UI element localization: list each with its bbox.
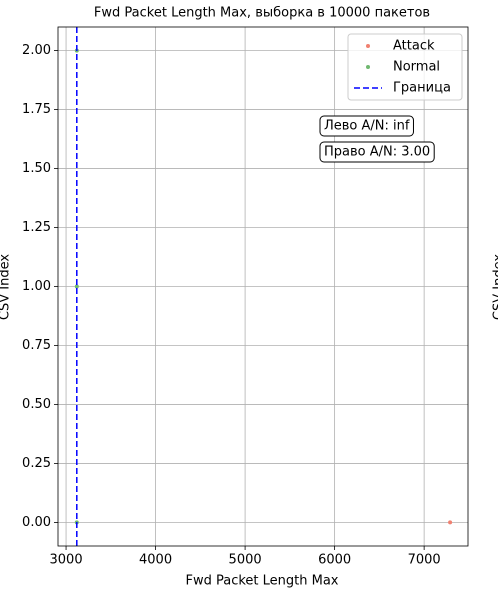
x-axis-label: Fwd Packet Length Max bbox=[185, 574, 338, 589]
annotation: Право A/N: 3.00 bbox=[324, 145, 430, 160]
y-tick-label: 2.00 bbox=[22, 43, 51, 58]
legend-marker bbox=[366, 44, 370, 48]
annotation: Лево A/N: inf bbox=[324, 119, 410, 134]
y-tick-label: 0.50 bbox=[22, 397, 51, 412]
y-axis-label: CSV Index bbox=[0, 254, 13, 320]
plot-frame bbox=[57, 26, 469, 547]
x-tick-label: 3000 bbox=[50, 553, 83, 568]
y-tick-label: 0.75 bbox=[22, 338, 51, 353]
chart-title: Fwd Packet Length Max, выборка в 10000 п… bbox=[94, 6, 430, 21]
legend-label: Normal bbox=[393, 60, 440, 75]
y-tick-label: 1.00 bbox=[22, 279, 51, 294]
annotation-box bbox=[319, 141, 435, 163]
legend-box bbox=[347, 33, 463, 101]
y-tick-label: 1.75 bbox=[22, 102, 51, 117]
annotation-box bbox=[319, 115, 414, 137]
side-label: CSV Index bbox=[492, 254, 498, 320]
point bbox=[448, 520, 453, 525]
x-tick-label: 5000 bbox=[229, 553, 262, 568]
y-tick-label: 1.50 bbox=[22, 161, 51, 176]
legend-marker bbox=[366, 65, 370, 69]
y-tick-label: 0.00 bbox=[22, 515, 51, 530]
x-tick-label: 7000 bbox=[408, 553, 441, 568]
y-tick-label: 1.25 bbox=[22, 220, 51, 235]
legend-label: Граница bbox=[393, 81, 451, 96]
x-tick-label: 6000 bbox=[318, 553, 351, 568]
x-tick-label: 4000 bbox=[139, 553, 172, 568]
point bbox=[74, 284, 79, 289]
y-tick-label: 0.25 bbox=[22, 456, 51, 471]
legend-label: Attack bbox=[393, 39, 435, 54]
